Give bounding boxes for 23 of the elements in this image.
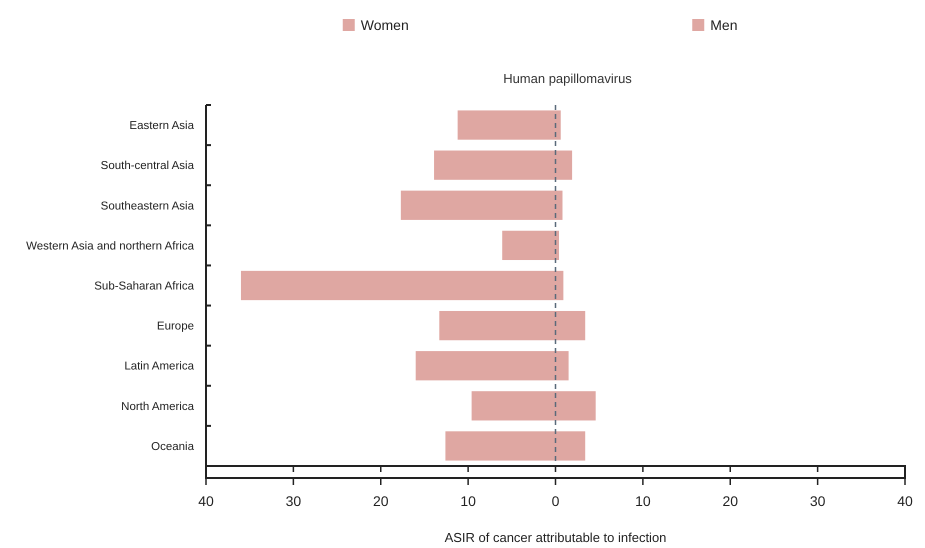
y-tick-label: Western Asia and northern Africa <box>26 240 195 252</box>
y-tick-label: South-central Asia <box>100 160 195 172</box>
y-tick-label: North America <box>121 400 195 413</box>
x-tick-label: 40 <box>198 493 214 509</box>
x-tick-label: 30 <box>286 493 302 509</box>
legend-label: Men <box>710 17 738 33</box>
y-tick-label: Europe <box>156 320 194 333</box>
x-tick-label: 20 <box>722 493 738 509</box>
x-axis-title: ASIR of cancer attributable to infection <box>444 530 666 545</box>
x-tick-label: 10 <box>460 493 476 509</box>
legend-label: Women <box>360 17 409 33</box>
y-tick-label: Oceania <box>151 440 195 453</box>
x-tick-label: 40 <box>897 493 913 509</box>
x-tick-label: 20 <box>372 493 389 509</box>
y-tick-label: Sub-Saharan Africa <box>94 280 195 293</box>
chart-subtitle: Human papillomavirus <box>503 71 632 86</box>
x-tick-label: 30 <box>810 493 826 509</box>
x-tick-label: 0 <box>552 493 560 509</box>
y-tick-label: Eastern Asia <box>129 120 195 132</box>
y-tick-label: Latin America <box>124 360 195 373</box>
bar <box>502 230 556 260</box>
x-tick-label: 10 <box>635 493 651 509</box>
y-tick-label: Southeastern Asia <box>100 200 195 212</box>
